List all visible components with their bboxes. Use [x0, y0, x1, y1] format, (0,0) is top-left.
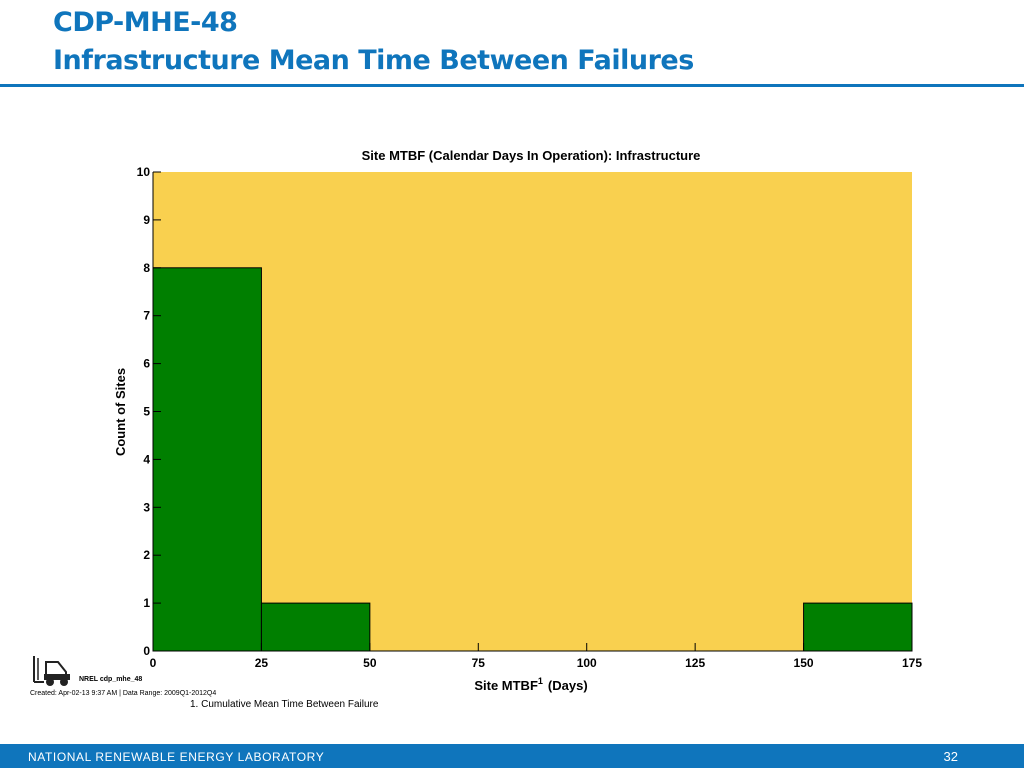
y-tick-label: 8: [143, 261, 150, 275]
plot-area: [153, 172, 912, 651]
slide-title-line2: Infrastructure Mean Time Between Failure…: [53, 45, 694, 76]
chart-code-label: NREL cdp_mhe_48: [79, 676, 143, 683]
footer-org: NATIONAL RENEWABLE ENERGY LABORATORY: [28, 750, 325, 764]
slide-title-line1: CDP-MHE-48: [53, 7, 238, 38]
x-axis-label-main: Site MTBF: [474, 678, 538, 693]
x-tick-label: 100: [577, 656, 597, 670]
chart-title: Site MTBF (Calendar Days In Operation): …: [362, 148, 701, 163]
x-tick-label: 0: [150, 656, 157, 670]
y-tick-label: 7: [143, 309, 150, 323]
footer-bar: NATIONAL RENEWABLE ENERGY LABORATORY 32: [0, 744, 1024, 768]
y-tick-label: 0: [143, 644, 150, 658]
footnote: 1. Cumulative Mean Time Between Failure: [190, 699, 379, 710]
created-note: Created: Apr-02-13 9:37 AM | Data Range:…: [30, 690, 217, 697]
slide-title: CDP-MHE-48 Infrastructure Mean Time Betw…: [53, 4, 694, 80]
y-tick-label: 5: [143, 405, 150, 419]
page-number: 32: [943, 749, 958, 764]
x-tick-label: 150: [794, 656, 814, 670]
histogram-bar: [803, 602, 913, 652]
y-tick-label: 10: [137, 165, 151, 179]
y-axis-label: Count of Sites: [113, 368, 128, 456]
y-tick-label: 4: [143, 452, 150, 466]
x-axis-label-suffix: (Days): [548, 678, 588, 693]
x-tick-label: 125: [685, 656, 705, 670]
x-axis-label: Site MTBF1 (Days): [474, 676, 587, 693]
x-axis-label-superscript: 1: [538, 676, 543, 686]
histogram-chart: Site MTBF (Calendar Days In Operation): …: [113, 148, 922, 693]
x-tick-label: 75: [472, 656, 486, 670]
y-tick-label: 1: [143, 596, 150, 610]
x-tick-label: 175: [902, 656, 922, 670]
y-tick-label: 3: [143, 500, 150, 514]
histogram-bar: [260, 602, 371, 652]
x-tick-label: 25: [255, 656, 269, 670]
x-tick-label: 50: [363, 656, 377, 670]
forklift-icon: [33, 656, 70, 686]
y-tick-label: 2: [143, 548, 150, 562]
histogram-bar: [152, 267, 262, 652]
y-tick-label: 9: [143, 213, 150, 227]
y-tick-label: 6: [143, 357, 150, 371]
title-divider: [0, 84, 1024, 87]
